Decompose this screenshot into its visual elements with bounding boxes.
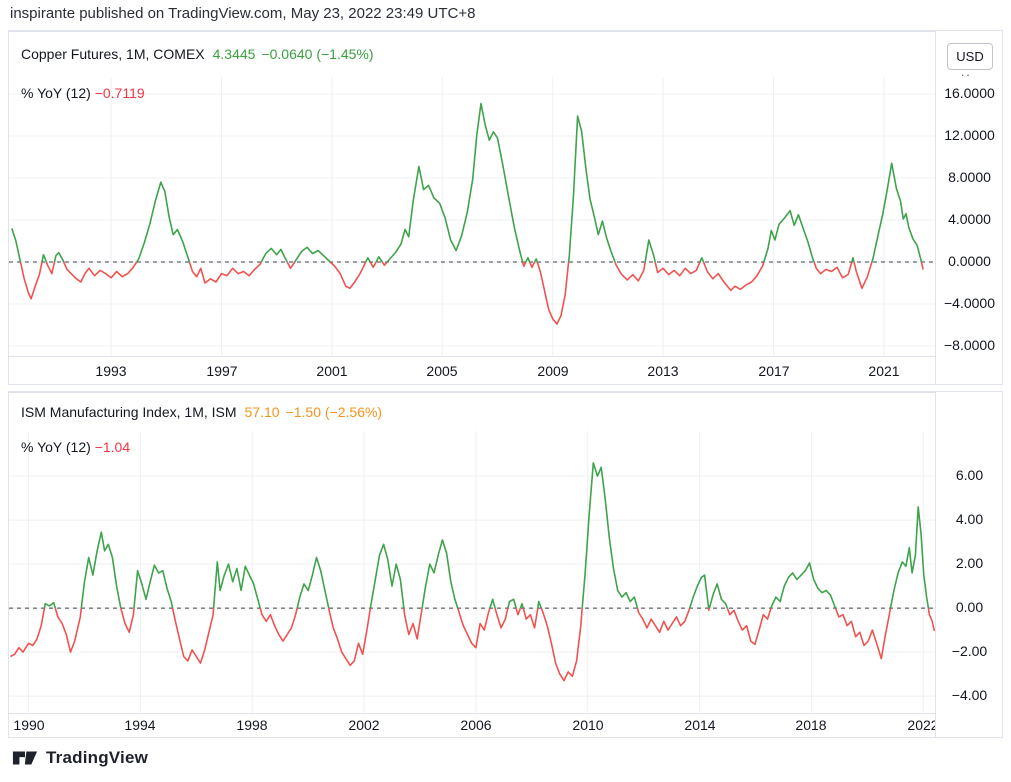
- time-axis-label: 2014: [684, 717, 716, 733]
- time-axis-label: 1997: [206, 363, 238, 379]
- last-price: 4.3445: [212, 46, 256, 62]
- copper-plot-area[interactable]: % YoY (12) −0.7119: [9, 77, 935, 356]
- price-scale-label: −4.0000: [944, 295, 995, 311]
- price-change: −0.0640 (−1.45%): [261, 46, 374, 62]
- time-axis-label: 2005: [426, 363, 458, 379]
- title-row-border: [9, 31, 935, 32]
- indicator-value: −0.7119: [94, 85, 145, 101]
- time-axis-label: 2001: [316, 363, 348, 379]
- yoy-line-negative: [10, 607, 935, 682]
- time-axis-label: 2017: [758, 363, 790, 379]
- indicator-legend: % YoY (12) −1.04: [21, 439, 130, 455]
- indicator-value: −1.04: [94, 439, 131, 455]
- price-scale-label: 12.0000: [944, 127, 995, 143]
- time-axis-label: 2002: [348, 717, 380, 733]
- time-axis-label: 2022: [907, 717, 935, 733]
- time-axis[interactable]: 1993 1997 2001 2005 2009 2013 2017 2021: [9, 356, 935, 384]
- symbol-title[interactable]: Copper Futures, 1M, COMEX: [21, 46, 205, 62]
- tradingview-footer: TradingView: [12, 748, 148, 768]
- price-scale-separator: [935, 392, 936, 737]
- price-scale[interactable]: 6.00 4.00 2.00 0.00 −2.00 −4.00: [936, 431, 1003, 713]
- time-axis-label: 1993: [95, 363, 127, 379]
- price-scale[interactable]: 16.0000 12.0000 8.0000 4.0000 0.0000 −4.0000 −…: [936, 77, 1003, 356]
- time-axis-label: 2021: [868, 363, 900, 379]
- ism-panel: ISM Manufacturing Index, 1M, ISM 57.10 −1.…: [8, 391, 1003, 738]
- symbol-legend: Copper Futures, 1M, COMEX 4.3445 −0.0640 (…: [21, 46, 374, 62]
- price-scale-label: 0.0000: [948, 253, 991, 269]
- indicator-label[interactable]: % YoY (12): [21, 85, 91, 101]
- price-scale-label: 2.00: [955, 555, 984, 571]
- price-change: −1.50 (−2.56%): [285, 404, 383, 420]
- price-scale-label: −8.0000: [944, 337, 995, 353]
- copper-futures-panel: Copper Futures, 1M, COMEX 4.3445 −0.0640 (…: [8, 30, 1003, 385]
- price-scale-label: 4.00: [955, 511, 984, 527]
- time-axis-label: 1990: [13, 717, 45, 733]
- price-scale-label: 4.0000: [948, 211, 991, 227]
- price-scale-label: −2.00: [951, 643, 988, 659]
- copper-yoy-line-chart: [9, 77, 935, 356]
- yoy-line-positive: [11, 102, 923, 263]
- time-axis-label: 2010: [572, 717, 604, 733]
- indicator-legend: % YoY (12) −0.7119: [21, 85, 145, 101]
- price-scale-separator: [935, 31, 936, 384]
- time-axis-label: 1994: [124, 717, 156, 733]
- tradingview-wordmark[interactable]: TradingView: [46, 748, 149, 767]
- time-axis-label: 2006: [460, 717, 492, 733]
- title-row-border: [9, 392, 935, 393]
- indicator-label[interactable]: % YoY (12): [21, 439, 91, 455]
- symbol-legend: ISM Manufacturing Index, 1M, ISM 57.10 −1.…: [21, 404, 382, 420]
- ism-yoy-line-chart: [9, 431, 935, 713]
- yoy-line-positive: [43, 462, 930, 609]
- price-scale-label: 0.00: [955, 599, 984, 615]
- last-price: 57.10: [244, 404, 280, 420]
- tradingview-logo-icon[interactable]: [12, 748, 38, 768]
- symbol-title[interactable]: ISM Manufacturing Index, 1M, ISM: [21, 404, 237, 420]
- time-axis-label: 2009: [537, 363, 569, 379]
- time-axis[interactable]: 1990 1994 1998 2002 2006 2010 2014 2018 2022: [9, 713, 935, 737]
- price-scale-label: −4.00: [951, 687, 988, 703]
- yoy-line-negative: [19, 261, 924, 325]
- time-axis-label: 2018: [795, 717, 827, 733]
- price-scale-label: 8.0000: [948, 169, 991, 185]
- time-axis-label: 1998: [236, 717, 268, 733]
- scale-unit-button-clipped[interactable]: ..: [961, 65, 972, 79]
- currency-scale-button[interactable]: USD: [947, 43, 993, 70]
- time-axis-label: 2013: [647, 363, 679, 379]
- ism-plot-area[interactable]: % YoY (12) −1.04: [9, 431, 935, 713]
- price-scale-label: 6.00: [955, 467, 984, 483]
- price-scale-label: 16.0000: [944, 85, 995, 101]
- publish-info: inspirante published on TradingView.com,…: [10, 5, 476, 22]
